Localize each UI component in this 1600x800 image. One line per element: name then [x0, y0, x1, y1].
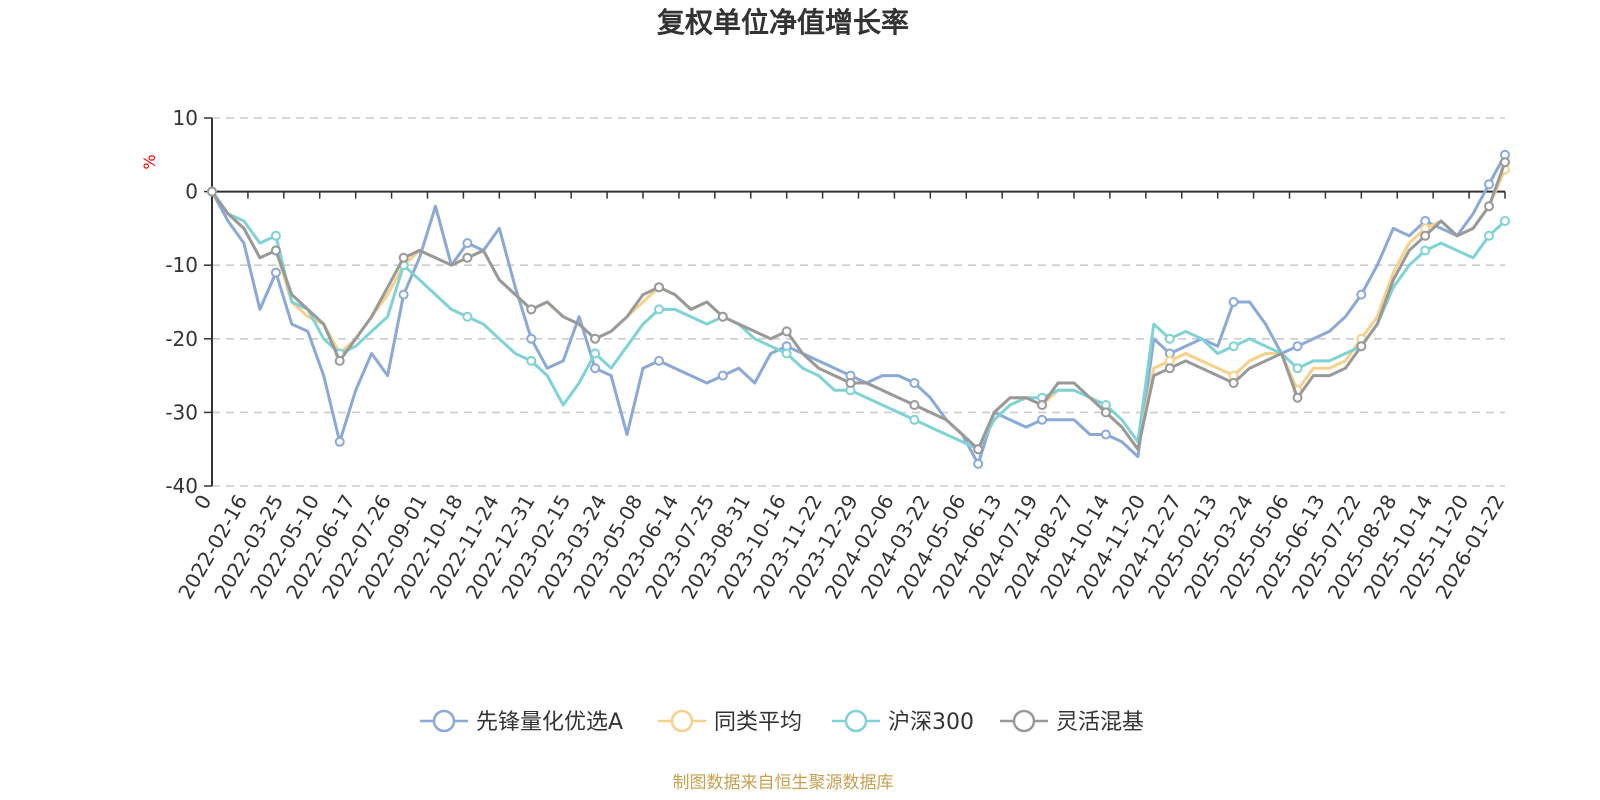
legend-marker-icon	[432, 709, 456, 733]
data-point[interactable]	[334, 436, 345, 447]
x-tick-layer: 02022-02-162022-03-252022-05-102022-06-1…	[173, 191, 1509, 603]
data-point[interactable]	[1420, 245, 1431, 256]
data-point[interactable]	[270, 230, 281, 241]
chart-title: 复权单位净值增长率	[657, 6, 909, 39]
data-point[interactable]	[1500, 216, 1510, 226]
data-point[interactable]	[1484, 201, 1494, 212]
legend-item[interactable]: 灵活混基	[1000, 709, 1144, 735]
y-tick-label: -40	[165, 474, 198, 498]
source-note: 制图数据来自恒生聚源数据库	[673, 773, 894, 793]
legend: 先锋量化优选A 同类平均 沪深300 灵活混基	[420, 709, 1144, 735]
y-tick-label: -20	[165, 327, 198, 351]
y-tick-label: 10	[173, 106, 198, 130]
data-point[interactable]	[1356, 289, 1367, 300]
data-point[interactable]	[398, 252, 409, 263]
series-line	[210, 153, 1507, 466]
series-line	[210, 190, 1507, 451]
data-point[interactable]	[973, 458, 984, 469]
series-line	[210, 160, 1507, 451]
data-point[interactable]	[1356, 341, 1367, 352]
data-point[interactable]	[909, 414, 920, 425]
data-point[interactable]	[1228, 297, 1239, 307]
data-point[interactable]	[1164, 333, 1175, 344]
data-point[interactable]	[1420, 230, 1431, 241]
data-point[interactable]	[1100, 407, 1111, 418]
y-tick-label: -30	[165, 400, 198, 424]
data-point[interactable]	[1164, 363, 1175, 374]
legend-label: 沪深300	[888, 710, 974, 735]
series-0	[207, 149, 1510, 469]
legend-item[interactable]: 沪深300	[832, 709, 974, 735]
data-point[interactable]	[270, 245, 281, 256]
data-point[interactable]	[590, 333, 601, 344]
data-point[interactable]	[1484, 179, 1494, 190]
data-point[interactable]	[973, 444, 984, 455]
data-point[interactable]	[654, 355, 664, 366]
legend-marker-icon	[670, 709, 694, 733]
data-point[interactable]	[1228, 378, 1239, 388]
y-axis-label: %	[140, 154, 159, 169]
data-point[interactable]	[1228, 341, 1239, 352]
data-point[interactable]	[398, 289, 409, 300]
series-2	[207, 186, 1510, 455]
data-point[interactable]	[909, 378, 920, 388]
data-point[interactable]	[1037, 414, 1048, 425]
data-point[interactable]	[1037, 400, 1048, 410]
legend-label: 同类平均	[714, 710, 802, 735]
data-point[interactable]	[654, 304, 664, 315]
legend-item[interactable]: 先锋量化优选A	[420, 709, 623, 735]
data-point[interactable]	[207, 186, 217, 197]
series-line	[210, 168, 1507, 451]
grid-layer	[212, 117, 1505, 487]
data-point[interactable]	[334, 355, 345, 366]
y-tick-label: -10	[165, 253, 198, 277]
data-point[interactable]	[590, 348, 601, 359]
data-point[interactable]	[590, 363, 601, 374]
data-point[interactable]	[1100, 429, 1111, 440]
y-tick-layer: 10 0 -10 -20 -30 -40	[165, 106, 1505, 498]
data-point[interactable]	[462, 238, 473, 249]
data-point[interactable]	[909, 400, 920, 410]
legend-item[interactable]: 同类平均	[658, 709, 802, 735]
data-point[interactable]	[462, 311, 473, 322]
series-1	[207, 164, 1510, 455]
x-tick-label: 0	[189, 491, 216, 514]
data-point[interactable]	[526, 304, 537, 315]
data-point[interactable]	[526, 333, 537, 344]
data-point[interactable]	[270, 267, 281, 278]
legend-label: 先锋量化优选A	[476, 710, 623, 735]
y-tick-label: 0	[185, 180, 198, 204]
legend-marker-icon	[844, 709, 868, 733]
data-point[interactable]	[1292, 363, 1303, 374]
data-point[interactable]	[717, 311, 728, 322]
data-point[interactable]	[781, 326, 792, 337]
series-layer	[207, 149, 1510, 469]
data-point[interactable]	[1500, 157, 1510, 168]
data-point[interactable]	[526, 355, 537, 366]
data-point[interactable]	[654, 282, 664, 293]
data-point[interactable]	[717, 370, 728, 381]
data-point[interactable]	[1484, 230, 1494, 241]
data-point[interactable]	[1292, 341, 1303, 352]
data-point[interactable]	[781, 348, 792, 359]
data-point[interactable]	[845, 378, 856, 388]
series-3	[207, 157, 1510, 455]
data-point[interactable]	[1292, 392, 1303, 403]
legend-label: 灵活混基	[1056, 710, 1144, 735]
data-point[interactable]	[462, 252, 473, 263]
legend-marker-icon	[1012, 709, 1036, 733]
